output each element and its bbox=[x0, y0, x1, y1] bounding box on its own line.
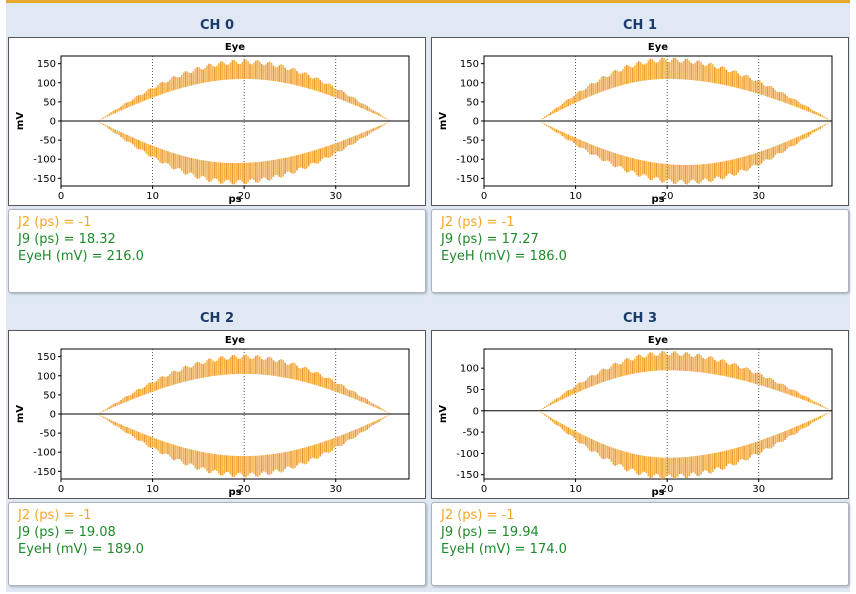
eye-plot: Eye 100 50 0 -50 -100 -150 0 10 20 30 ps mV bbox=[431, 330, 849, 499]
y-axis-label: mV bbox=[438, 112, 449, 130]
y-tick-label: 100 bbox=[460, 78, 479, 89]
y-tick-label: 150 bbox=[37, 59, 56, 70]
x-tick-label: 20 bbox=[661, 484, 674, 495]
eye-height-metric: EyeH (mV) = 186.0 bbox=[441, 249, 567, 264]
x-tick-label: 10 bbox=[569, 484, 582, 495]
channel-panel-3: CH 3 Eye 100 50 0 -50 -100 -150 0 10 20 30 ps mV J2 … bbox=[431, 308, 849, 586]
y-tick-label: -150 bbox=[456, 470, 479, 481]
y-tick-label: 50 bbox=[43, 97, 56, 108]
y-tick-label: -150 bbox=[456, 174, 479, 185]
channel-panel-2: CH 2 Eye 150 100 50 0 -50 -100 -150 0 10 20 30 ps mV … bbox=[8, 308, 426, 586]
eye-trace bbox=[98, 354, 390, 478]
y-tick-label: -150 bbox=[33, 174, 56, 185]
channel-panel-0: CH 0 Eye 150 100 50 0 -50 -100 -150 0 10 20 30 ps mV … bbox=[8, 15, 426, 293]
x-tick-label: 20 bbox=[661, 191, 674, 202]
y-axis-label: mV bbox=[15, 112, 26, 130]
x-tick-label: 30 bbox=[329, 191, 342, 202]
y-axis-label: mV bbox=[15, 405, 26, 423]
eye-trace bbox=[540, 351, 831, 480]
y-tick-label: -50 bbox=[463, 428, 479, 439]
chart-title: Eye bbox=[648, 335, 668, 346]
y-tick-label: -150 bbox=[33, 467, 56, 478]
j2-metric: J2 (ps) = -1 bbox=[441, 215, 515, 230]
x-axis-label: ps bbox=[228, 194, 241, 205]
y-tick-label: -50 bbox=[40, 136, 56, 147]
x-tick-label: 30 bbox=[329, 484, 342, 495]
x-tick-label: 20 bbox=[238, 484, 251, 495]
j2-metric: J2 (ps) = -1 bbox=[441, 508, 515, 523]
x-axis-label: ps bbox=[651, 487, 664, 498]
eye-trace bbox=[98, 59, 390, 185]
x-tick-label: 20 bbox=[238, 191, 251, 202]
x-tick-label: 30 bbox=[752, 484, 765, 495]
eye-height-metric: EyeH (mV) = 189.0 bbox=[18, 542, 144, 557]
j9-metric: J9 (ps) = 19.94 bbox=[441, 525, 539, 540]
channel-panel-1: CH 1 Eye 150 100 50 0 -50 -100 -150 0 10 20 30 ps mV … bbox=[431, 15, 849, 293]
j2-metric: J2 (ps) = -1 bbox=[18, 215, 92, 230]
y-tick-label: 0 bbox=[50, 117, 56, 128]
x-tick-label: 0 bbox=[481, 484, 487, 495]
y-tick-label: 0 bbox=[473, 406, 479, 417]
channel-title: CH 0 bbox=[200, 18, 234, 33]
y-tick-label: -100 bbox=[33, 448, 56, 459]
y-axis-label: mV bbox=[438, 405, 449, 423]
y-tick-label: -100 bbox=[456, 449, 479, 460]
j9-metric: J9 (ps) = 18.32 bbox=[18, 232, 116, 247]
plot-area bbox=[483, 348, 833, 480]
x-tick-label: 0 bbox=[481, 191, 487, 202]
metrics-box: J2 (ps) = -1 J9 (ps) = 17.27 EyeH (mV) =… bbox=[431, 209, 849, 293]
y-tick-label: 50 bbox=[43, 390, 56, 401]
x-tick-label: 0 bbox=[58, 484, 64, 495]
y-tick-label: -100 bbox=[456, 155, 479, 166]
chart-title: Eye bbox=[648, 42, 668, 53]
j9-metric: J9 (ps) = 19.08 bbox=[18, 525, 116, 540]
eye-trace bbox=[540, 57, 831, 185]
chart-title: Eye bbox=[225, 335, 245, 346]
eye-plot: Eye 150 100 50 0 -50 -100 -150 0 10 20 30 ps mV bbox=[431, 37, 849, 206]
x-tick-label: 10 bbox=[146, 484, 159, 495]
eye-plot: Eye 150 100 50 0 -50 -100 -150 0 10 20 30 ps mV bbox=[8, 37, 426, 206]
y-tick-label: 50 bbox=[466, 97, 479, 108]
eye-height-metric: EyeH (mV) = 216.0 bbox=[18, 249, 144, 264]
y-tick-label: 50 bbox=[466, 385, 479, 396]
chart-title: Eye bbox=[225, 42, 245, 53]
x-axis-label: ps bbox=[651, 194, 664, 205]
channel-title: CH 1 bbox=[623, 18, 657, 33]
y-tick-label: 100 bbox=[37, 371, 56, 382]
x-axis-label: ps bbox=[228, 487, 241, 498]
eye-plot: Eye 150 100 50 0 -50 -100 -150 0 10 20 30 ps mV bbox=[8, 330, 426, 499]
channel-title: CH 3 bbox=[623, 311, 657, 326]
y-tick-label: 0 bbox=[50, 410, 56, 421]
y-tick-label: -50 bbox=[40, 429, 56, 440]
metrics-box: J2 (ps) = -1 J9 (ps) = 18.32 EyeH (mV) =… bbox=[8, 209, 426, 293]
y-tick-label: 150 bbox=[37, 352, 56, 363]
x-tick-label: 10 bbox=[569, 191, 582, 202]
x-tick-label: 0 bbox=[58, 191, 64, 202]
y-tick-label: 100 bbox=[460, 364, 479, 375]
j9-metric: J9 (ps) = 17.27 bbox=[441, 232, 539, 247]
y-tick-label: 150 bbox=[460, 59, 479, 70]
y-tick-label: 100 bbox=[37, 78, 56, 89]
y-tick-label: 0 bbox=[473, 117, 479, 128]
j2-metric: J2 (ps) = -1 bbox=[18, 508, 92, 523]
channel-title: CH 2 bbox=[200, 311, 234, 326]
eye-height-metric: EyeH (mV) = 174.0 bbox=[441, 542, 567, 557]
y-tick-label: -50 bbox=[463, 136, 479, 147]
y-tick-label: -100 bbox=[33, 155, 56, 166]
metrics-box: J2 (ps) = -1 J9 (ps) = 19.94 EyeH (mV) =… bbox=[431, 502, 849, 586]
x-tick-label: 10 bbox=[146, 191, 159, 202]
x-tick-label: 30 bbox=[752, 191, 765, 202]
eye-diagram-frame: CH 0 Eye 150 100 50 0 -50 -100 -150 0 10 20 30 ps mV … bbox=[6, 0, 850, 592]
metrics-box: J2 (ps) = -1 J9 (ps) = 19.08 EyeH (mV) =… bbox=[8, 502, 426, 586]
